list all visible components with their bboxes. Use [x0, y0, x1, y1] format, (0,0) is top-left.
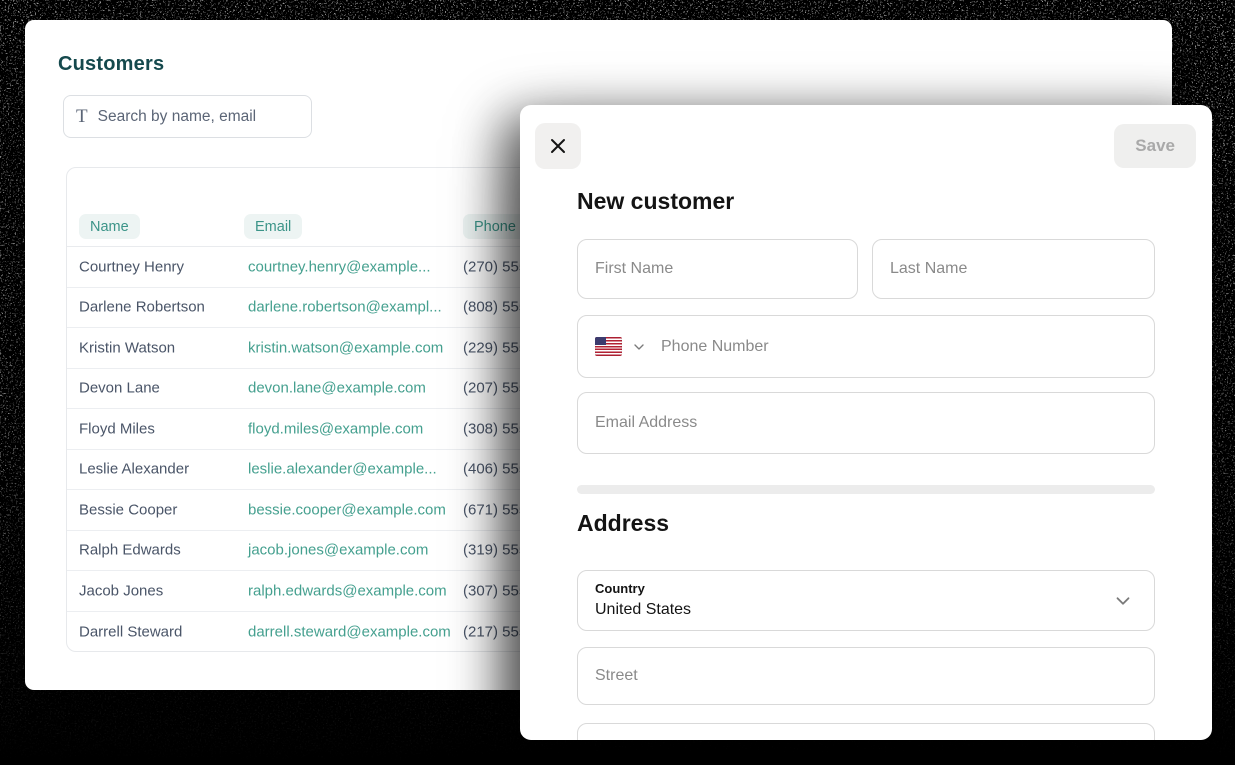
customer-email[interactable]: leslie.alexander@example...	[248, 460, 437, 478]
column-header-email: Email	[244, 214, 303, 239]
customer-phone: (406) 555	[463, 460, 528, 478]
email-field-wrap	[577, 392, 1155, 454]
search-box[interactable]: T	[63, 95, 312, 138]
section-divider	[577, 485, 1155, 494]
customer-phone: (307) 555	[463, 582, 528, 600]
country-label: Country	[595, 581, 645, 596]
customer-email[interactable]: devon.lane@example.com	[248, 379, 426, 397]
customer-email[interactable]: darrell.steward@example.com	[248, 623, 451, 641]
customer-phone: (207) 555	[463, 379, 528, 397]
next-address-field-partial[interactable]	[577, 723, 1155, 740]
customer-email[interactable]: ralph.edwards@example.com	[248, 582, 447, 600]
close-button[interactable]	[535, 123, 581, 169]
customer-phone: (229) 555-	[463, 339, 533, 357]
customer-name: Darlene Robertson	[79, 298, 205, 316]
customer-email[interactable]: courtney.henry@example...	[248, 258, 431, 276]
customer-email[interactable]: jacob.jones@example.com	[248, 541, 429, 559]
customer-email[interactable]: bessie.cooper@example.com	[248, 501, 446, 519]
country-select[interactable]: Country United States	[577, 570, 1155, 631]
us-flag-icon	[595, 337, 622, 356]
street-field-wrap	[577, 647, 1155, 705]
customer-name: Floyd Miles	[79, 420, 155, 438]
customer-email[interactable]: kristin.watson@example.com	[248, 339, 444, 357]
address-section-title: Address	[577, 510, 670, 536]
column-header-name: Name	[79, 214, 140, 239]
customer-name: Courtney Henry	[79, 258, 185, 276]
first-name-field-wrap	[577, 239, 858, 299]
table-row[interactable]: Darrell Steward darrell.steward@example.…	[67, 612, 1131, 652]
customer-phone: (217) 555-	[463, 623, 533, 641]
customer-name: Jacob Jones	[79, 582, 164, 600]
customer-name: Devon Lane	[79, 379, 160, 397]
search-input[interactable]	[97, 107, 299, 126]
customer-email[interactable]: darlene.robertson@exampl...	[248, 298, 442, 316]
phone-field-wrap	[577, 315, 1155, 378]
phone-number-input[interactable]	[647, 316, 1154, 377]
first-name-input[interactable]	[578, 240, 857, 298]
customer-name: Darrell Steward	[79, 623, 183, 641]
customer-name: Bessie Cooper	[79, 501, 178, 519]
page-title: Customers	[58, 53, 165, 75]
table-row[interactable]: Bessie Cooper bessie.cooper@example.com …	[67, 490, 1131, 531]
text-search-icon: T	[76, 106, 88, 127]
customer-email[interactable]: floyd.miles@example.com	[248, 420, 424, 438]
customer-phone: (808) 555	[463, 298, 528, 316]
street-input[interactable]	[578, 648, 1154, 704]
customer-name: Kristin Watson	[79, 339, 176, 357]
chevron-down-icon	[634, 343, 644, 350]
save-button[interactable]: Save	[1114, 124, 1196, 168]
last-name-field-wrap	[872, 239, 1155, 299]
customer-phone: (671) 555-	[463, 501, 533, 519]
chevron-down-icon	[1116, 596, 1130, 605]
customer-phone: (319) 555-	[463, 541, 533, 559]
column-header-phone: Phone	[463, 214, 527, 239]
phone-country-picker[interactable]	[578, 337, 647, 356]
customer-phone: (308) 555	[463, 420, 528, 438]
customer-name: Leslie Alexander	[79, 460, 190, 478]
email-address-input[interactable]	[578, 393, 1154, 453]
new-customer-modal: Save New customer Address Country United…	[520, 105, 1212, 740]
country-value: United States	[595, 601, 692, 618]
customer-phone: (270) 555	[463, 258, 528, 276]
customer-name: Ralph Edwards	[79, 541, 181, 559]
modal-title: New customer	[577, 188, 735, 214]
close-icon	[551, 139, 565, 153]
last-name-input[interactable]	[873, 240, 1154, 298]
